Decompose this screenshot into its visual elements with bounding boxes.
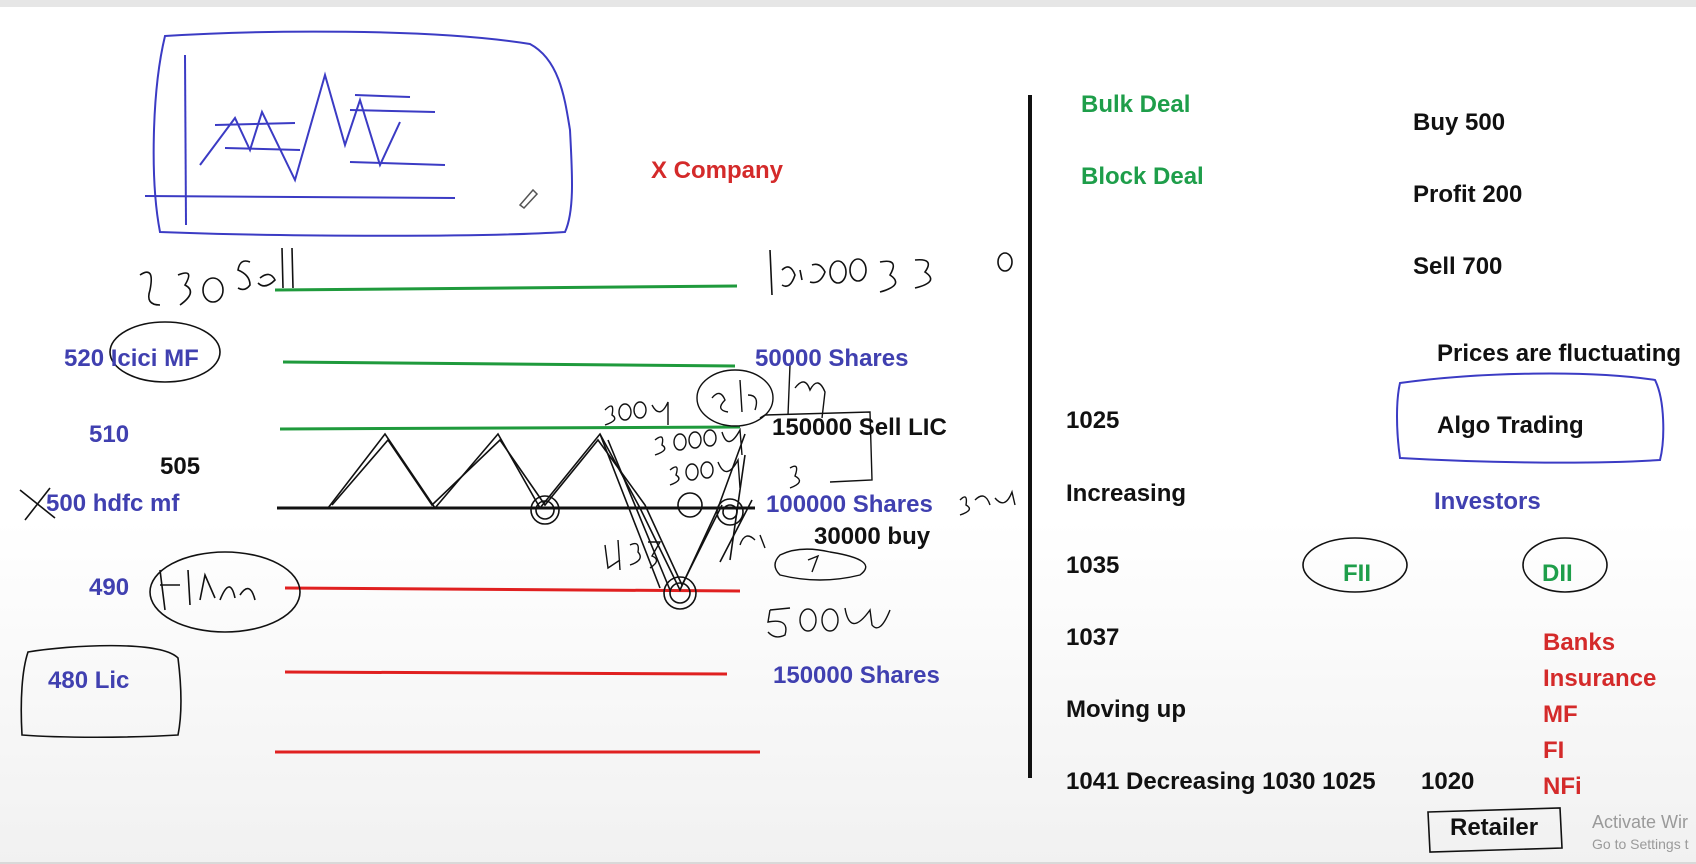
- line-530: [274, 284, 738, 292]
- label-490: 490: [89, 574, 130, 601]
- label-30000-buy: 30000 buy: [814, 523, 931, 550]
- institution-banks: Banks: [1543, 629, 1616, 656]
- handwriting-top: [139, 247, 1013, 306]
- label-icici-mf: 520 Icici MF: [64, 345, 199, 372]
- label-150000-shares: 150000 Shares: [773, 662, 940, 689]
- label-50000-shares: 50000 Shares: [755, 345, 909, 372]
- price-1025: 1025: [1066, 407, 1120, 434]
- sell-label: Sell 700: [1413, 253, 1503, 280]
- label-150000-sell-lic: 150000 Sell LIC: [772, 414, 947, 441]
- label-100000-shares: 100000 Shares: [766, 491, 933, 518]
- institution-nfi: NFi: [1543, 773, 1582, 800]
- company-title: X Company: [651, 157, 784, 184]
- prices-fluctuating-label: Prices are fluctuating: [1437, 340, 1682, 367]
- activation-watermark-title: Activate Wir: [1592, 812, 1689, 832]
- investors-label: Investors: [1434, 488, 1541, 515]
- block-deal-label: Block Deal: [1081, 163, 1204, 190]
- retailer-label: Retailer: [1450, 814, 1539, 841]
- bulk-deal-label: Bulk Deal: [1081, 91, 1191, 118]
- increasing-label: Increasing: [1066, 480, 1187, 507]
- dii-label: DII: [1542, 560, 1573, 587]
- label-510: 510: [89, 421, 130, 448]
- dii-circle: [1522, 537, 1608, 593]
- fii-circle: [1302, 537, 1408, 593]
- retailer-box: [1427, 807, 1563, 853]
- price-movement-sketch: [327, 432, 753, 610]
- window-top-edge: [0, 0, 1696, 7]
- profit-label: Profit 200: [1413, 181, 1523, 208]
- pencil-icon: [518, 188, 539, 210]
- price-1035: 1035: [1066, 552, 1120, 579]
- window-bottom-edge: [0, 862, 1696, 864]
- price-1037: 1037: [1066, 624, 1120, 651]
- price-1020: 1020: [1421, 768, 1475, 795]
- activation-watermark-link[interactable]: Go to Settings t: [1592, 836, 1689, 852]
- label-lic-480: 480 Lic: [48, 667, 130, 694]
- line-510: [279, 425, 741, 431]
- sketch-mini-chart: [144, 54, 456, 226]
- institution-insurance: Insurance: [1543, 665, 1657, 692]
- buy-label: Buy 500: [1413, 109, 1506, 136]
- institution-mf: MF: [1543, 701, 1578, 728]
- algo-trading-box: [1396, 372, 1665, 464]
- institution-fi: FI: [1543, 737, 1565, 764]
- handwriting-left: [19, 321, 301, 739]
- decreasing-line-label: 1041 Decreasing 1030 1025: [1066, 768, 1376, 795]
- handwriting-middle: [604, 364, 1016, 638]
- label-hdfc-mf: 500 hdfc mf: [46, 490, 180, 517]
- line-480: [284, 670, 728, 676]
- algo-trading-label: Algo Trading: [1437, 412, 1584, 439]
- label-505: 505: [160, 453, 201, 480]
- fii-label: FII: [1343, 560, 1371, 587]
- sketch-box: [152, 30, 574, 237]
- line-520: [282, 360, 736, 368]
- moving-up-label: Moving up: [1066, 696, 1186, 723]
